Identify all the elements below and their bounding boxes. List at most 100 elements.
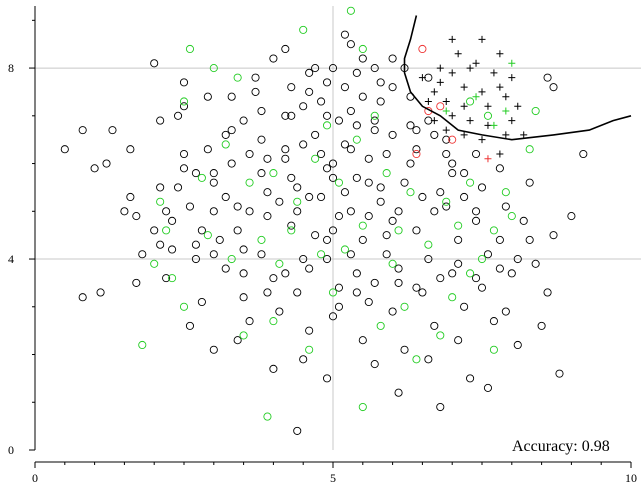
data-point bbox=[173, 111, 183, 120]
data-point bbox=[412, 355, 421, 364]
data-point bbox=[305, 87, 314, 96]
data-point bbox=[340, 140, 349, 149]
data-point bbox=[322, 235, 332, 244]
data-point bbox=[322, 374, 332, 383]
data-point bbox=[227, 254, 236, 264]
data-point bbox=[293, 183, 302, 192]
data-point bbox=[424, 355, 433, 364]
data-point bbox=[162, 226, 171, 235]
data-point bbox=[477, 283, 487, 292]
data-point bbox=[102, 159, 111, 168]
data-point bbox=[156, 197, 165, 206]
data-point bbox=[352, 135, 361, 144]
data-point bbox=[490, 69, 498, 77]
data-point bbox=[442, 107, 450, 115]
data-point bbox=[334, 178, 344, 187]
data-point bbox=[203, 92, 212, 101]
data-point bbox=[514, 102, 522, 110]
data-point bbox=[364, 297, 373, 307]
data-point bbox=[364, 154, 373, 163]
data-point bbox=[466, 374, 475, 383]
data-point bbox=[150, 226, 159, 235]
data-point bbox=[328, 64, 338, 73]
data-point bbox=[489, 345, 498, 354]
data-point bbox=[233, 202, 242, 211]
data-point bbox=[239, 293, 248, 302]
data-point bbox=[346, 106, 355, 116]
data-point bbox=[520, 131, 528, 139]
data-point bbox=[340, 83, 349, 92]
data-point bbox=[358, 235, 367, 244]
data-point bbox=[502, 107, 510, 115]
data-point bbox=[334, 302, 344, 311]
data-point bbox=[156, 116, 165, 125]
grid-lines bbox=[35, 6, 641, 450]
data-point bbox=[168, 274, 177, 283]
data-point bbox=[245, 178, 254, 187]
data-point bbox=[483, 383, 493, 392]
data-point bbox=[209, 250, 218, 259]
data-point bbox=[126, 145, 135, 154]
data-point bbox=[322, 78, 332, 87]
data-point bbox=[173, 183, 183, 192]
boundary-curve bbox=[403, 15, 632, 141]
data-point bbox=[305, 192, 314, 202]
data-point bbox=[460, 102, 468, 110]
data-point bbox=[370, 116, 379, 125]
tick-labels: 0 5 10 0 4 8 bbox=[8, 61, 637, 485]
data-point bbox=[245, 207, 254, 216]
data-point bbox=[430, 321, 439, 330]
data-point bbox=[334, 212, 344, 221]
data-point bbox=[293, 426, 302, 435]
data-point bbox=[227, 126, 236, 135]
data-point bbox=[120, 207, 129, 216]
data-point bbox=[495, 164, 504, 173]
data-point bbox=[483, 111, 493, 120]
data-point bbox=[352, 269, 361, 278]
data-point bbox=[346, 207, 355, 216]
data-point bbox=[454, 259, 463, 268]
data-point bbox=[495, 235, 504, 244]
data-point bbox=[197, 173, 206, 182]
data-point bbox=[257, 250, 266, 259]
data-point bbox=[209, 169, 218, 178]
data-point bbox=[317, 192, 326, 202]
data-point bbox=[376, 97, 385, 106]
data-point bbox=[179, 97, 189, 106]
data-point bbox=[311, 64, 320, 73]
data-point bbox=[525, 145, 534, 154]
data-point bbox=[185, 321, 195, 330]
data-point bbox=[442, 202, 451, 211]
data-point bbox=[394, 207, 403, 216]
data-point bbox=[483, 250, 493, 259]
data-point bbox=[269, 364, 278, 373]
data-point bbox=[299, 102, 308, 111]
data-point bbox=[287, 111, 296, 120]
data-point bbox=[322, 254, 332, 264]
data-point bbox=[287, 221, 296, 230]
y-tick-label: 8 bbox=[8, 61, 14, 75]
data-point bbox=[197, 297, 206, 307]
data-point bbox=[489, 317, 498, 326]
data-point bbox=[489, 226, 498, 235]
accuracy-annotation: Accuracy: 0.98 bbox=[512, 438, 610, 455]
data-point bbox=[311, 154, 320, 163]
data-point bbox=[126, 192, 135, 202]
data-point bbox=[257, 135, 266, 144]
data-point bbox=[233, 226, 242, 235]
data-point bbox=[191, 240, 200, 249]
data-point bbox=[460, 83, 468, 91]
data-point bbox=[448, 135, 457, 144]
data-point bbox=[281, 154, 290, 163]
data-point bbox=[525, 178, 534, 187]
data-point bbox=[269, 169, 278, 178]
data-point bbox=[460, 192, 469, 202]
data-point bbox=[334, 283, 344, 292]
data-point bbox=[370, 278, 379, 287]
data-point bbox=[352, 121, 361, 130]
data-point bbox=[346, 40, 355, 49]
data-point bbox=[436, 331, 445, 340]
data-point bbox=[436, 188, 445, 197]
data-point bbox=[305, 264, 314, 273]
